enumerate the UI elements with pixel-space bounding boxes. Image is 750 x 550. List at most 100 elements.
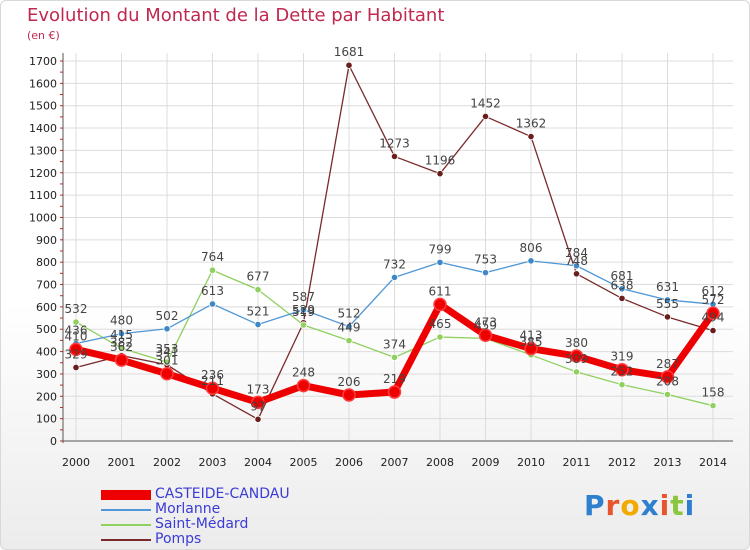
data-label: 473 xyxy=(474,315,497,329)
legend-swatch xyxy=(101,539,151,541)
data-label: 287 xyxy=(656,357,679,371)
x-tick-label: 2011 xyxy=(563,456,591,469)
x-tick-label: 2010 xyxy=(517,456,545,469)
data-point xyxy=(299,321,308,329)
data-label: 1452 xyxy=(470,96,501,110)
data-label: 521 xyxy=(247,305,270,319)
y-tick-label: 300 xyxy=(36,368,57,381)
data-point xyxy=(160,366,174,381)
data-point xyxy=(524,341,538,356)
data-point xyxy=(663,390,672,399)
data-label: 638 xyxy=(611,278,634,292)
x-tick-label: 2013 xyxy=(654,456,682,469)
data-point xyxy=(390,152,399,161)
data-label: 677 xyxy=(247,270,270,284)
data-point xyxy=(436,258,444,266)
data-label: 211 xyxy=(201,374,224,388)
data-label: 459 xyxy=(474,318,497,332)
logo-letter: i xyxy=(684,489,696,522)
x-tick-label: 2009 xyxy=(472,456,500,469)
y-tick-label: 0 xyxy=(50,435,57,448)
data-label: 252 xyxy=(611,365,634,379)
y-tick-label: 1300 xyxy=(29,144,57,157)
y-tick-label: 700 xyxy=(36,279,57,292)
data-point xyxy=(436,333,444,341)
legend-label: CASTEIDE-CANDAU xyxy=(155,486,290,502)
legend-swatch xyxy=(101,490,151,500)
y-tick-label: 1000 xyxy=(29,211,57,224)
data-point xyxy=(481,269,490,277)
legend-swatch xyxy=(101,524,151,526)
data-point xyxy=(72,363,80,372)
x-tick-label: 2001 xyxy=(108,456,136,469)
data-label: 206 xyxy=(338,375,361,389)
chart-title: Evolution du Montant de la Dette par Hab… xyxy=(27,5,445,26)
grid xyxy=(63,53,733,442)
data-label: 612 xyxy=(702,284,725,298)
chart-unit: (en €) xyxy=(27,29,60,42)
x-tick-label: 2000 xyxy=(62,456,90,469)
data-point xyxy=(481,112,490,121)
data-point xyxy=(163,325,171,333)
y-tick-label: 500 xyxy=(36,323,57,336)
data-point xyxy=(569,349,584,363)
x-tick-label: 2005 xyxy=(290,456,318,469)
data-label: 236 xyxy=(201,368,224,382)
data-label: 319 xyxy=(611,350,634,364)
series xyxy=(69,61,720,423)
data-label: 502 xyxy=(156,309,179,323)
y-tick-label: 100 xyxy=(36,413,57,426)
data-label: 219 xyxy=(383,372,406,386)
y-tick-label: 800 xyxy=(36,256,57,269)
data-point xyxy=(390,273,399,281)
logo-letter: i xyxy=(659,489,671,522)
data-point xyxy=(208,266,217,274)
data-point xyxy=(254,415,262,423)
x-tick-label: 2004 xyxy=(244,456,272,469)
data-label: 301 xyxy=(156,354,179,368)
data-label: 97 xyxy=(250,399,265,413)
logo-letter: o xyxy=(620,489,641,522)
data-label: 353 xyxy=(156,342,179,356)
data-label: 329 xyxy=(65,347,88,361)
data-label: 784 xyxy=(565,246,588,260)
data-point xyxy=(663,296,672,304)
logo-letter: r xyxy=(605,489,621,522)
data-point xyxy=(572,262,581,270)
series-casteide-candau xyxy=(69,297,720,410)
x-tick-label: 2002 xyxy=(153,456,181,469)
legend-swatch xyxy=(101,509,151,511)
data-point xyxy=(709,402,717,410)
legend-label: Saint-Médard xyxy=(155,516,249,532)
data-point xyxy=(345,61,353,69)
data-point xyxy=(706,306,720,320)
data-point xyxy=(117,330,126,338)
y-tick-label: 1500 xyxy=(29,100,57,113)
data-label: 1273 xyxy=(379,136,410,150)
data-point xyxy=(342,388,356,402)
y-tick-label: 1700 xyxy=(29,55,57,68)
data-point xyxy=(345,337,353,345)
y-tick-label: 1400 xyxy=(29,122,57,135)
data-label: 413 xyxy=(520,329,543,343)
data-label: 415 xyxy=(110,328,133,342)
data-point xyxy=(527,132,535,141)
series-saint-medard xyxy=(72,266,717,410)
legend-item: Saint-Médard xyxy=(101,517,401,532)
data-label: 613 xyxy=(201,284,224,298)
x-tick-label: 2007 xyxy=(381,456,409,469)
legend-label: Morlanne xyxy=(155,501,221,517)
data-point xyxy=(618,285,626,293)
data-label: 681 xyxy=(611,269,634,283)
data-point xyxy=(660,370,675,384)
data-label: 410 xyxy=(65,329,88,343)
axes: 0 100 200 300 400 500 600 700 800 900 1000 1100 1200… xyxy=(29,53,733,469)
data-label: 465 xyxy=(429,317,452,331)
data-point xyxy=(390,353,399,361)
data-label: 385 xyxy=(520,335,543,349)
y-tick-label: 1100 xyxy=(29,189,57,202)
data-label: 806 xyxy=(520,241,543,255)
data-label: 436 xyxy=(65,324,88,338)
data-point xyxy=(387,385,402,399)
